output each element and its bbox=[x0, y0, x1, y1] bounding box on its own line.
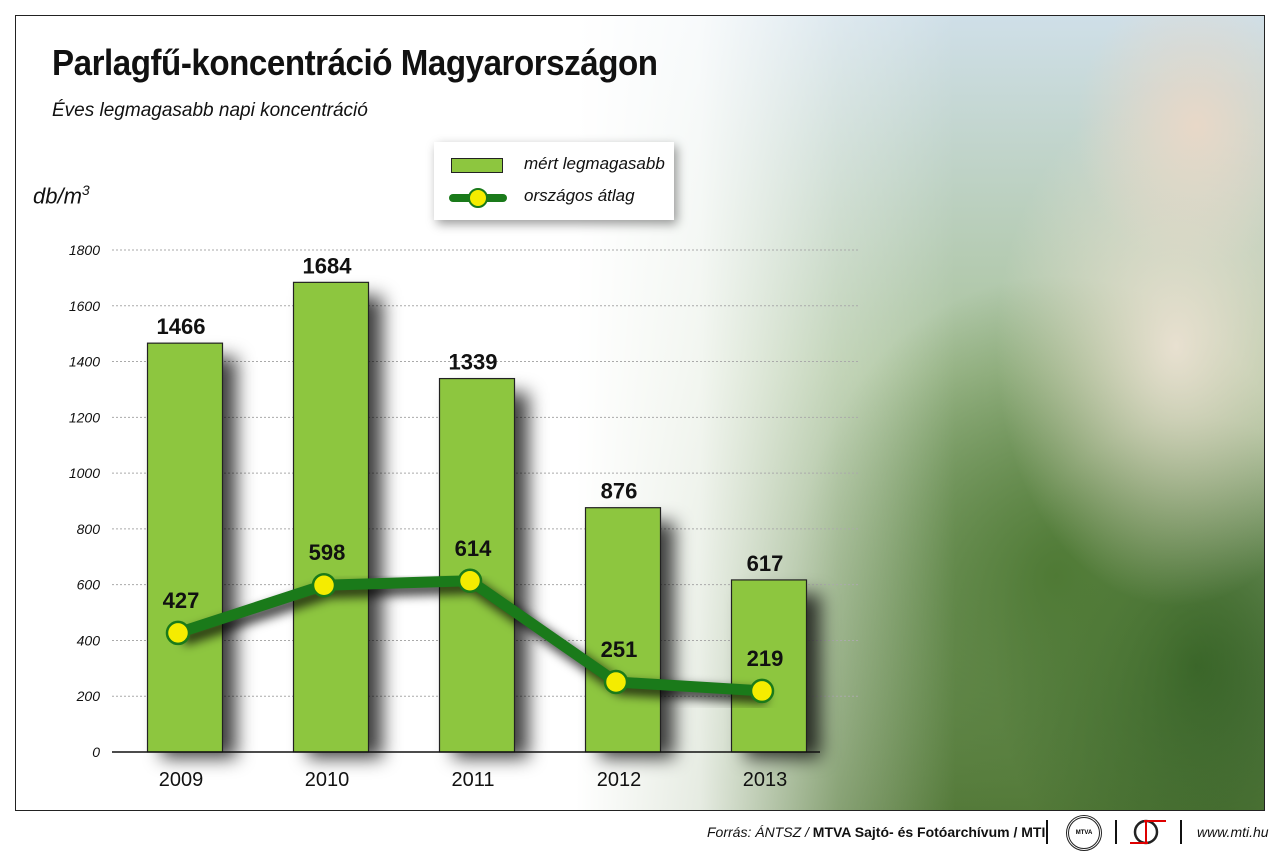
divider bbox=[1180, 820, 1182, 844]
bar-value-label: 876 bbox=[601, 479, 638, 504]
y-unit-sup: 3 bbox=[81, 182, 90, 198]
legend: mért legmagasabb országos átlag bbox=[434, 142, 674, 220]
source-bold: MTVA Sajtó- és Fotóarchívum / MTI bbox=[812, 824, 1046, 840]
line-value-label: 614 bbox=[455, 536, 492, 561]
source-prefix: Forrás: ÁNTSZ / bbox=[707, 824, 813, 840]
bar-value-label: 1466 bbox=[157, 314, 206, 339]
y-tick-label: 1600 bbox=[69, 298, 100, 314]
y-axis-unit: db/m3 bbox=[33, 182, 90, 209]
x-tick-label: 2012 bbox=[597, 769, 642, 791]
line-point bbox=[749, 678, 775, 704]
mti-logo bbox=[1130, 819, 1166, 845]
chart-subtitle: Éves legmagasabb napi koncentráció bbox=[52, 100, 368, 121]
mtva-logo-text: MTVA bbox=[1075, 830, 1093, 836]
bar bbox=[292, 281, 370, 753]
line-point bbox=[603, 669, 629, 695]
x-tick-label: 2011 bbox=[451, 769, 494, 791]
line-point bbox=[457, 568, 483, 594]
line-value-label: 427 bbox=[163, 588, 200, 613]
line-point bbox=[165, 620, 191, 646]
bar bbox=[438, 377, 516, 753]
line-value-label: 598 bbox=[309, 540, 346, 565]
legend-label-bar: mért legmagasabb bbox=[524, 154, 665, 173]
bar bbox=[584, 507, 662, 753]
x-tick-label: 2013 bbox=[743, 769, 788, 791]
line-point bbox=[311, 572, 337, 598]
legend-label-line: országos átlag bbox=[524, 186, 635, 205]
photo-fade bbox=[576, 16, 1264, 810]
legend-dot-swatch bbox=[468, 188, 488, 208]
x-tick-label: 2009 bbox=[159, 769, 204, 791]
y-tick-label: 1200 bbox=[69, 409, 100, 425]
y-tick-label: 0 bbox=[92, 744, 100, 760]
y-tick-label: 600 bbox=[77, 577, 101, 593]
y-tick-label: 800 bbox=[77, 521, 101, 537]
bar-value-label: 617 bbox=[747, 551, 784, 576]
chart-title: Parlagfű-koncentráció Magyarországon bbox=[52, 42, 658, 83]
bar bbox=[730, 579, 808, 753]
mtva-logo: MTVA bbox=[1066, 815, 1102, 851]
x-tick-label: 2010 bbox=[305, 769, 350, 791]
legend-bar-swatch bbox=[451, 158, 503, 173]
bar-value-label: 1684 bbox=[303, 253, 353, 278]
y-unit-text: db/m bbox=[33, 183, 82, 209]
y-tick-label: 200 bbox=[76, 688, 101, 704]
y-tick-label: 1800 bbox=[69, 242, 100, 258]
bar bbox=[146, 342, 224, 753]
footer-source: Forrás: ÁNTSZ / MTVA Sajtó- és Fotóarchí… bbox=[707, 824, 1045, 840]
y-tick-label: 1400 bbox=[69, 354, 100, 370]
footer-url[interactable]: www.mti.hu bbox=[1197, 824, 1269, 840]
line-value-label: 251 bbox=[601, 637, 638, 662]
line-value-label: 219 bbox=[747, 646, 784, 671]
divider bbox=[1115, 820, 1117, 844]
divider bbox=[1046, 820, 1048, 844]
y-tick-label: 1000 bbox=[69, 465, 100, 481]
y-tick-label: 400 bbox=[77, 632, 101, 648]
bar-value-label: 1339 bbox=[449, 350, 498, 375]
